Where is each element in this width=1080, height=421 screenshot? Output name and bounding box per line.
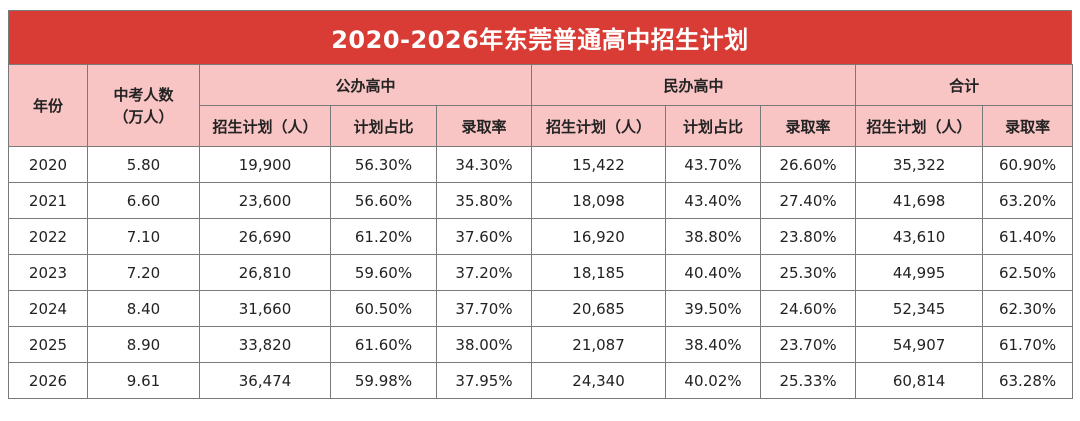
table-row: 2024 8.40 31,660 60.50% 37.70% 20,685 39… [8, 290, 1074, 327]
header-private-rate: 录取率 [760, 105, 857, 147]
cell-private-rate: 25.33% [760, 362, 857, 399]
cell-public-rate: 35.80% [435, 182, 533, 219]
header-total-plan: 招生计划（人） [855, 105, 984, 147]
cell-exam: 7.20 [87, 254, 200, 291]
cell-private-plan: 21,087 [531, 326, 667, 363]
header-private-ratio: 计划占比 [665, 105, 762, 147]
cell-exam: 9.61 [87, 362, 200, 399]
enrollment-table-container: 2020-2026年东莞普通高中招生计划 年份 中考人数 （万人） 公办高中 民… [8, 10, 1074, 399]
header-public: 公办高中 [198, 64, 533, 106]
cell-private-ratio: 40.40% [665, 254, 762, 291]
cell-private-ratio: 40.02% [665, 362, 762, 399]
enrollment-table: 年份 中考人数 （万人） 公办高中 民办高中 合计 招生计划（人） 计划占比 录… [8, 64, 1074, 399]
header-exam-count: 中考人数 （万人） [87, 64, 200, 147]
cell-exam: 7.10 [87, 218, 200, 255]
cell-total-plan: 52,345 [855, 290, 984, 327]
table-row: 2025 8.90 33,820 61.60% 38.00% 21,087 38… [8, 326, 1074, 363]
cell-public-ratio: 61.20% [330, 218, 437, 255]
cell-total-plan: 35,322 [855, 146, 984, 183]
cell-public-ratio: 59.60% [330, 254, 437, 291]
table-row: 2023 7.20 26,810 59.60% 37.20% 18,185 40… [8, 254, 1074, 291]
table-row: 2020 5.80 19,900 56.30% 34.30% 15,422 43… [8, 146, 1074, 183]
header-private: 民办高中 [531, 64, 857, 106]
cell-year: 2025 [8, 326, 88, 363]
cell-public-rate: 37.95% [435, 362, 533, 399]
cell-public-plan: 31,660 [199, 290, 331, 327]
cell-public-ratio: 59.98% [330, 362, 437, 399]
cell-private-plan: 15,422 [531, 146, 667, 183]
header-year: 年份 [8, 64, 88, 147]
cell-exam: 8.40 [87, 290, 200, 327]
table-row: 2022 7.10 26,690 61.20% 37.60% 16,920 38… [8, 218, 1074, 255]
cell-year: 2024 [8, 290, 88, 327]
header-private-plan: 招生计划（人） [531, 105, 667, 147]
cell-private-plan: 16,920 [531, 218, 667, 255]
header-exam-line2: （万人） [113, 107, 174, 126]
cell-public-ratio: 60.50% [330, 290, 437, 327]
cell-public-rate: 34.30% [435, 146, 533, 183]
cell-public-ratio: 56.30% [330, 146, 437, 183]
cell-year: 2020 [8, 146, 88, 183]
cell-total-rate: 60.90% [982, 146, 1074, 183]
cell-private-rate: 26.60% [760, 146, 857, 183]
cell-public-plan: 36,474 [199, 362, 331, 399]
cell-total-plan: 54,907 [855, 326, 984, 363]
cell-total-plan: 60,814 [855, 362, 984, 399]
cell-private-rate: 25.30% [760, 254, 857, 291]
cell-year: 2022 [8, 218, 88, 255]
cell-total-plan: 41,698 [855, 182, 984, 219]
cell-total-plan: 44,995 [855, 254, 984, 291]
cell-total-rate: 62.30% [982, 290, 1074, 327]
cell-private-plan: 20,685 [531, 290, 667, 327]
cell-total-plan: 43,610 [855, 218, 984, 255]
table-row: 2026 9.61 36,474 59.98% 37.95% 24,340 40… [8, 362, 1074, 399]
cell-total-rate: 61.40% [982, 218, 1074, 255]
cell-private-rate: 27.40% [760, 182, 857, 219]
cell-public-ratio: 56.60% [330, 182, 437, 219]
cell-public-ratio: 61.60% [330, 326, 437, 363]
cell-exam: 5.80 [87, 146, 200, 183]
cell-public-rate: 38.00% [435, 326, 533, 363]
cell-public-rate: 37.60% [435, 218, 533, 255]
cell-total-rate: 63.20% [982, 182, 1074, 219]
cell-year: 2021 [8, 182, 88, 219]
cell-year: 2023 [8, 254, 88, 291]
cell-public-plan: 23,600 [199, 182, 331, 219]
cell-private-ratio: 38.80% [665, 218, 762, 255]
cell-public-plan: 26,810 [199, 254, 331, 291]
cell-private-plan: 24,340 [531, 362, 667, 399]
header-public-rate: 录取率 [435, 105, 533, 147]
cell-exam: 6.60 [87, 182, 200, 219]
cell-total-rate: 63.28% [982, 362, 1074, 399]
cell-private-ratio: 43.40% [665, 182, 762, 219]
table-row: 2021 6.60 23,600 56.60% 35.80% 18,098 43… [8, 182, 1074, 219]
cell-private-rate: 23.80% [760, 218, 857, 255]
cell-private-ratio: 38.40% [665, 326, 762, 363]
cell-public-plan: 26,690 [199, 218, 331, 255]
cell-public-plan: 19,900 [199, 146, 331, 183]
cell-public-plan: 33,820 [199, 326, 331, 363]
header-total: 合计 [855, 64, 1074, 106]
table-title: 2020-2026年东莞普通高中招生计划 [8, 10, 1072, 64]
cell-total-rate: 61.70% [982, 326, 1074, 363]
header-public-ratio: 计划占比 [330, 105, 437, 147]
cell-year: 2026 [8, 362, 88, 399]
cell-exam: 8.90 [87, 326, 200, 363]
cell-total-rate: 62.50% [982, 254, 1074, 291]
cell-private-rate: 23.70% [760, 326, 857, 363]
header-exam-line1: 中考人数 [113, 85, 174, 104]
header-public-plan: 招生计划（人） [199, 105, 331, 147]
cell-private-plan: 18,098 [531, 182, 667, 219]
cell-private-ratio: 39.50% [665, 290, 762, 327]
cell-private-plan: 18,185 [531, 254, 667, 291]
cell-private-rate: 24.60% [760, 290, 857, 327]
cell-private-ratio: 43.70% [665, 146, 762, 183]
cell-public-rate: 37.20% [435, 254, 533, 291]
cell-public-rate: 37.70% [435, 290, 533, 327]
header-total-rate: 录取率 [982, 105, 1074, 147]
